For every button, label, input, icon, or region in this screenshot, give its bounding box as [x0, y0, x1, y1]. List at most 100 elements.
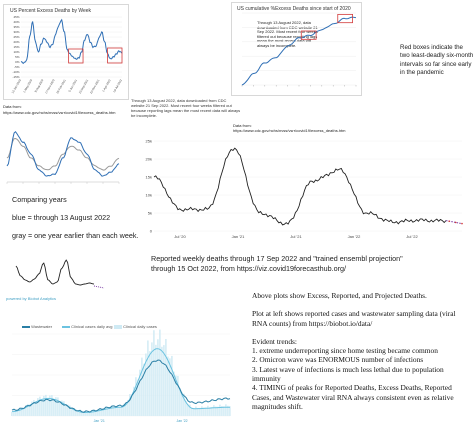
ww-daily-case-bar: [83, 412, 85, 416]
rep-projection-point: [448, 220, 451, 222]
rep-y-tick: 25k: [146, 139, 152, 144]
cumulative-chart: [241, 12, 357, 87]
ww-daily-case-bar: [159, 329, 161, 416]
ww-daily-case-bar: [117, 405, 119, 416]
ww-daily-case-bar: [33, 399, 35, 416]
ww-daily-case-bar: [175, 375, 177, 416]
rep-y-tick: 0: [150, 229, 153, 234]
excess-chart-title: US Percent Excess Deaths by Week: [10, 8, 92, 14]
ww-daily-case-bar: [209, 407, 211, 416]
p1-y-tick: 0%: [15, 60, 20, 64]
cumulative-inner-note: Through 13 August 2022, data downloaded …: [257, 20, 318, 48]
ww-daily-case-bar: [21, 407, 23, 416]
ww-daily-case-bar: [153, 330, 155, 416]
ww-daily-case-bar: [201, 406, 203, 416]
ww-daily-case-bar: [29, 406, 31, 416]
ww-daily-case-bar: [229, 406, 231, 416]
ww-daily-case-bar: [197, 407, 199, 416]
ww-daily-case-bar: [187, 403, 189, 416]
ww-daily-case-bar: [145, 353, 147, 416]
ww-daily-case-bar: [89, 412, 91, 416]
ww-daily-case-bar: [185, 401, 187, 416]
ww-daily-case-bar: [73, 408, 75, 416]
ww-daily-case-bar: [41, 401, 43, 416]
ww-daily-case-bar: [139, 369, 141, 416]
p1-x-tick: 17-Nov-2020: [44, 78, 56, 94]
ww-daily-case-bar: [57, 397, 59, 416]
summary-item-2: 2. Omicron wave was ENORMOUS number of i…: [252, 355, 424, 365]
cumulative-chart-title: US cumulative %Excess Deaths since start…: [237, 6, 351, 12]
p2-cumulative-line: [241, 16, 357, 86]
rep-deaths-line: [153, 147, 447, 226]
thumb-projection-line: [93, 285, 105, 289]
ww-daily-case-bar: [43, 395, 45, 416]
rep-y-tick: 10k: [146, 193, 152, 198]
p1-y-tick: 45%: [13, 15, 19, 19]
panel1-data-from: Data from:: [3, 104, 22, 109]
ww-daily-case-bar: [213, 405, 215, 416]
ww-daily-case-bar: [149, 351, 151, 416]
ww-daily-case-bar: [131, 394, 133, 416]
ww-daily-case-bar: [183, 393, 185, 416]
p1-red-box-2021: [68, 48, 84, 64]
ww-daily-case-bar: [191, 407, 193, 416]
reported-caption-1: Reported weekly deaths through 17 Sep 20…: [151, 254, 403, 263]
ww-daily-case-bar: [141, 357, 143, 416]
ww-daily-case-bar: [135, 377, 137, 416]
ww-daily-case-bar: [205, 407, 207, 416]
summary-p1: Above plots show Excess, Reported, and P…: [252, 291, 427, 300]
ww-daily-case-bar: [227, 405, 229, 416]
thumb-reported-line: [15, 259, 95, 286]
p1-y-tick: 40%: [13, 20, 19, 24]
ww-daily-case-bar: [35, 403, 37, 416]
ww-daily-case-bar: [55, 397, 57, 416]
excess-deaths-panel: US Percent Excess Deaths by Week 45% 40% 3…: [3, 4, 129, 100]
ww-daily-case-bar: [61, 400, 63, 416]
ww-daily-case-bar: [217, 406, 219, 416]
p1-x-tick: 5-Jun-2021: [67, 78, 78, 93]
p1-y-tick: 35%: [13, 25, 19, 29]
ww-daily-case-bar: [49, 395, 51, 416]
ww-daily-case-bar: [15, 409, 17, 416]
ww-x-tick: Jan '22: [176, 419, 187, 423]
comparing-blue-label: blue = through 13 August 2022: [12, 213, 111, 222]
ww-daily-case-bar: [111, 405, 113, 416]
p1-x-tick: 13-Sep-2021: [78, 78, 90, 94]
red-box-note: Red boxes indicate the two least-deadly …: [400, 44, 474, 76]
ww-daily-case-bar: [125, 404, 127, 416]
p1-x-tick: 9-Aug-2020: [34, 78, 45, 93]
ww-daily-case-bar: [199, 407, 201, 416]
ww-daily-case-bar: [85, 411, 87, 416]
reported-deaths-chart: 25k 20k 15k 10k 5k 0 Jul '20 Jan '21 Jul '21 Jan …: [146, 139, 463, 239]
ww-daily-case-bar: [223, 406, 225, 416]
ww-daily-case-bar: [109, 407, 111, 416]
p1-y-tick: -15%: [12, 75, 19, 79]
ww-daily-case-bar: [195, 406, 197, 416]
cmp-blue-line: [6, 130, 120, 177]
p1-y-tick: 5%: [15, 55, 20, 59]
rep-projection-point: [461, 222, 463, 225]
ww-clinical-avg-line: [11, 348, 230, 413]
wastewater-panel: powered by Biobot Analytics Wastewater C…: [4, 292, 234, 430]
ww-daily-case-bar: [53, 400, 55, 416]
summary-text: Above plots show Excess, Reported, and P…: [252, 291, 472, 411]
ww-daily-case-bar: [225, 404, 227, 416]
p1-y-tick: 25%: [13, 35, 19, 39]
rep-x-tick: Jul '20: [174, 234, 186, 239]
p1-x-tick: 1-May-2020: [22, 78, 33, 93]
comparing-gray-label: gray = one year earlier than each week.: [12, 231, 139, 240]
panel1-source-url: https://www.cdc.gov/nchs/nvss/vsrr/covid…: [3, 110, 116, 115]
ww-daily-case-bar: [19, 408, 21, 416]
ww-x-tick: Jan '21: [94, 419, 105, 423]
ww-daily-case-bar: [101, 410, 103, 416]
ww-daily-case-bar: [11, 411, 13, 416]
ww-daily-case-bar: [69, 405, 71, 416]
ww-daily-case-bar: [143, 363, 145, 416]
ww-daily-case-bar: [179, 387, 181, 416]
p1-x-tick: 22-Dec-2021: [89, 78, 101, 94]
legend-clinical-avg: Clinical cases daily avg: [62, 324, 112, 329]
legend-clinical-daily: Clinical daily cases: [114, 324, 157, 329]
ww-daily-case-bar: [147, 340, 149, 416]
ww-daily-case-bar: [17, 411, 19, 416]
p2-red-box-2022: [337, 13, 353, 24]
